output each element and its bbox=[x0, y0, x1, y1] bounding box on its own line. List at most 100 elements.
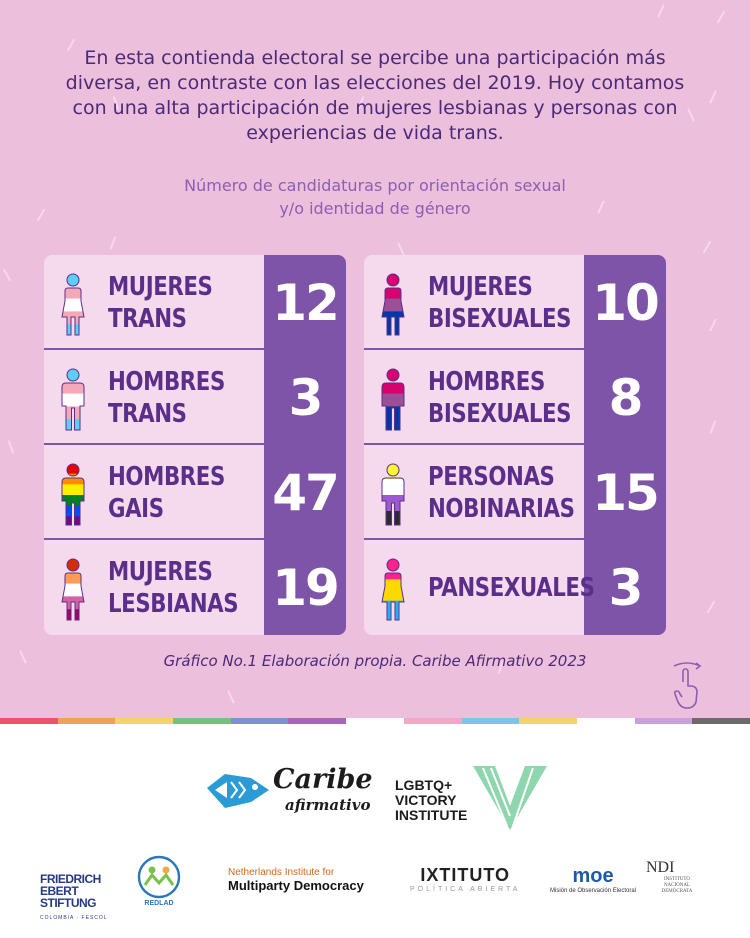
intro-text: En esta contienda electoral se percibe u… bbox=[65, 47, 685, 144]
category-value: 19 bbox=[272, 558, 340, 617]
category-value: 15 bbox=[592, 463, 660, 522]
stripe-segment bbox=[346, 718, 404, 724]
infographic-panel: En esta contienda electoral se percibe u… bbox=[0, 0, 750, 720]
decorative-dash bbox=[227, 690, 235, 704]
decorative-dash bbox=[19, 650, 27, 664]
ndi-bottom: INSTITUTO NACIONAL DEMÓCRATA bbox=[661, 877, 693, 894]
fish-icon bbox=[207, 774, 269, 808]
ixtituto-top: IXTITUTO bbox=[420, 865, 511, 885]
caribe-afirmativo-logo: Caribe afirmativo bbox=[205, 760, 373, 820]
decorative-dash bbox=[716, 10, 726, 24]
decorative-dash bbox=[657, 4, 665, 18]
stripe-segment bbox=[288, 718, 347, 724]
category-label: HOMBRES BISEXUALES bbox=[428, 366, 572, 429]
left-table-row: HOMBRES TRANS 3 bbox=[44, 350, 346, 445]
victory-v-icon bbox=[473, 766, 547, 830]
partner-logos: FRIEDRICH EBERT STIFTUNG COLOMBIA · FESC… bbox=[0, 855, 750, 921]
row-divider bbox=[44, 538, 346, 540]
decorative-dash bbox=[702, 240, 712, 254]
chart-subtitle: Número de candidaturas por orientación s… bbox=[184, 176, 566, 218]
nimd-bottom: Multiparty Democracy bbox=[228, 878, 364, 893]
trans-woman-icon bbox=[61, 273, 85, 336]
gay-man-icon bbox=[61, 463, 85, 526]
category-value: 10 bbox=[592, 273, 660, 332]
decorative-dash bbox=[709, 420, 717, 434]
category-value: 47 bbox=[272, 463, 340, 522]
ndi-top: NDI bbox=[646, 859, 675, 876]
nimd-top: Netherlands Institute for bbox=[228, 867, 335, 878]
caribe-sub: afirmativo bbox=[285, 796, 371, 814]
stripe-segment bbox=[115, 718, 174, 724]
lesbian-woman-icon bbox=[61, 558, 85, 621]
nimd-logo: Netherlands Institute for Multiparty Dem… bbox=[228, 867, 364, 893]
redlad-text: REDLAD bbox=[144, 900, 173, 907]
category-label: HOMBRES TRANS bbox=[108, 366, 225, 429]
decorative-dash bbox=[2, 268, 12, 282]
category-label: MUJERES TRANS bbox=[108, 271, 213, 334]
bisexual-man-icon bbox=[381, 368, 405, 431]
pansexual-person-icon bbox=[381, 558, 405, 621]
main-logos: Caribe afirmativo LGBTQ+ VICTORY INSTITU… bbox=[0, 760, 750, 830]
left-table-row: MUJERES TRANS 12 bbox=[44, 255, 346, 350]
stripe-segment bbox=[519, 718, 577, 724]
stripe-segment bbox=[0, 718, 58, 724]
decorative-dash bbox=[7, 440, 15, 454]
ixtituto-bottom: POLÍTICA ABIERTA bbox=[410, 886, 521, 893]
stripe-segment bbox=[230, 718, 289, 724]
fes-sub: COLOMBIA · FESCOL bbox=[40, 915, 108, 921]
category-label: PANSEXUALES bbox=[428, 572, 595, 603]
right-number-column bbox=[584, 255, 666, 635]
row-divider bbox=[44, 348, 346, 350]
left-table-row: MUJERES LESBIANAS 19 bbox=[44, 540, 346, 635]
stripe-segment bbox=[403, 718, 462, 724]
moe-bottom: Misión de Observación Electoral bbox=[550, 888, 637, 894]
category-value: 3 bbox=[288, 368, 324, 427]
bisexual-woman-icon bbox=[381, 273, 405, 336]
row-divider bbox=[364, 443, 666, 445]
right-table-row: HOMBRES BISEXUALES 8 bbox=[364, 350, 666, 445]
swipe-hand-icon bbox=[673, 662, 702, 709]
stripe-segment bbox=[634, 718, 693, 724]
row-divider bbox=[44, 443, 346, 445]
decorative-dash bbox=[36, 208, 46, 222]
decorative-dash bbox=[109, 236, 117, 250]
trans-man-icon bbox=[61, 368, 85, 431]
victory-institute-logo: LGBTQ+ VICTORY INSTITUTE bbox=[395, 766, 555, 832]
decorative-dash bbox=[397, 242, 405, 256]
decorative-dash bbox=[709, 90, 717, 104]
stripe-segment bbox=[461, 718, 520, 724]
decorative-dash bbox=[706, 600, 716, 614]
right-table-row: PANSEXUALES 3 bbox=[364, 540, 666, 635]
ndi-logo: NDI INSTITUTO NACIONAL DEMÓCRATA bbox=[646, 859, 708, 895]
left-table: MUJERES TRANS 12 HOMBRES TRANS 3 HOMBRES GAI… bbox=[44, 255, 346, 635]
stripe-segment bbox=[57, 718, 116, 724]
color-stripe bbox=[0, 718, 750, 724]
category-value: 12 bbox=[272, 273, 340, 332]
right-table-row: MUJERES BISEXUALES 10 bbox=[364, 255, 666, 350]
category-label: MUJERES BISEXUALES bbox=[428, 271, 572, 334]
category-label: HOMBRES GAIS bbox=[108, 461, 225, 524]
category-label: PERSONAS NOBINARIAS bbox=[428, 461, 575, 524]
category-value: 3 bbox=[608, 558, 644, 617]
category-label: MUJERES LESBIANAS bbox=[108, 556, 239, 619]
ixtituto-logo: IXTITUTO POLÍTICA ABIERTA bbox=[410, 865, 520, 893]
moe-top: moe bbox=[572, 865, 614, 887]
redlad-icon: REDLAD bbox=[137, 855, 181, 907]
row-divider bbox=[364, 538, 666, 540]
left-table-row: HOMBRES GAIS 47 bbox=[44, 445, 346, 540]
fes-name: FRIEDRICH EBERT STIFTUNG bbox=[40, 872, 101, 910]
stripe-segment bbox=[692, 718, 750, 724]
moe-logo: moe Misión de Observación Electoral bbox=[550, 865, 636, 894]
right-table: MUJERES BISEXUALES 10 HOMBRES BISEXUALES 8 P… bbox=[364, 255, 666, 635]
redlad-logo: REDLAD bbox=[135, 855, 183, 907]
chart-caption: Gráfico No.1 Elaboración propia. Caribe … bbox=[163, 652, 587, 670]
stripe-segment bbox=[173, 718, 231, 724]
fes-logo: FRIEDRICH EBERT STIFTUNG COLOMBIA · FESC… bbox=[40, 861, 108, 936]
decorative-dash bbox=[709, 318, 717, 332]
left-number-column bbox=[264, 255, 346, 635]
row-divider bbox=[364, 348, 666, 350]
caribe-name: Caribe bbox=[273, 764, 373, 795]
nonbinary-person-icon bbox=[381, 463, 405, 526]
category-value: 8 bbox=[608, 368, 644, 427]
right-table-row: PERSONAS NOBINARIAS 15 bbox=[364, 445, 666, 540]
